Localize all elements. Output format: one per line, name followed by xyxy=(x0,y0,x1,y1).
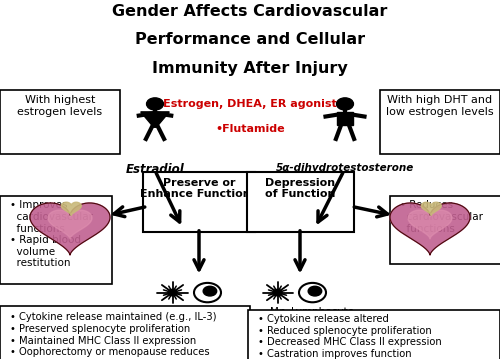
Circle shape xyxy=(146,98,164,110)
FancyBboxPatch shape xyxy=(0,90,120,154)
Bar xyxy=(337,112,353,125)
Circle shape xyxy=(194,283,221,302)
Text: •Flutamide: •Flutamide xyxy=(215,124,285,134)
Text: Preserve or
Enhance Functions: Preserve or Enhance Functions xyxy=(140,178,258,199)
FancyBboxPatch shape xyxy=(142,172,255,232)
FancyBboxPatch shape xyxy=(0,306,250,359)
Text: With high DHT and
low estrogen levels: With high DHT and low estrogen levels xyxy=(386,95,494,117)
Text: Mφ: Mφ xyxy=(270,307,285,317)
FancyBboxPatch shape xyxy=(248,310,500,359)
Text: Estradiol: Estradiol xyxy=(126,163,184,176)
Polygon shape xyxy=(48,210,92,239)
Text: Lymphocyte: Lymphocyte xyxy=(186,307,249,317)
Polygon shape xyxy=(390,203,470,255)
Circle shape xyxy=(299,283,326,302)
Polygon shape xyxy=(30,203,110,255)
Polygon shape xyxy=(140,112,170,127)
FancyBboxPatch shape xyxy=(0,196,112,284)
FancyBboxPatch shape xyxy=(390,196,500,264)
Polygon shape xyxy=(408,210,452,239)
Circle shape xyxy=(203,286,216,296)
FancyBboxPatch shape xyxy=(246,172,354,232)
Text: Depression
of Function: Depression of Function xyxy=(265,178,335,199)
Text: • Cytokine release maintained (e.g., IL-3)
• Preserved splenocyte proliferation
: • Cytokine release maintained (e.g., IL-… xyxy=(10,312,216,359)
Text: Performance and Cellular: Performance and Cellular xyxy=(135,32,365,47)
Text: Mφ: Mφ xyxy=(164,307,180,317)
Text: •Estrogen, DHEA, ER agonists: •Estrogen, DHEA, ER agonists xyxy=(156,99,344,109)
Polygon shape xyxy=(62,202,82,215)
Text: With highest
estrogen levels: With highest estrogen levels xyxy=(18,95,102,117)
FancyBboxPatch shape xyxy=(380,90,500,154)
Text: • Reduces
  cardiovascular
  functions: • Reduces cardiovascular functions xyxy=(400,200,483,233)
Polygon shape xyxy=(422,202,442,215)
Circle shape xyxy=(336,98,353,110)
Text: 5α-dihydrotestosterone: 5α-dihydrotestosterone xyxy=(276,163,414,173)
Text: Immunity After Injury: Immunity After Injury xyxy=(152,61,348,76)
Circle shape xyxy=(168,289,177,296)
Text: Gender Affects Cardiovascular: Gender Affects Cardiovascular xyxy=(112,4,388,19)
Text: Lymphocyte: Lymphocyte xyxy=(291,307,354,317)
Circle shape xyxy=(308,286,322,296)
Circle shape xyxy=(273,289,282,296)
Text: • Improves
  cardiovascular
  functions
• Rapid blood
  volume
  restitution: • Improves cardiovascular functions • Ra… xyxy=(10,200,93,268)
Text: • Cytokine release altered
• Reduced splenocyte proliferation
• Decreased MHC Cl: • Cytokine release altered • Reduced spl… xyxy=(258,314,442,359)
